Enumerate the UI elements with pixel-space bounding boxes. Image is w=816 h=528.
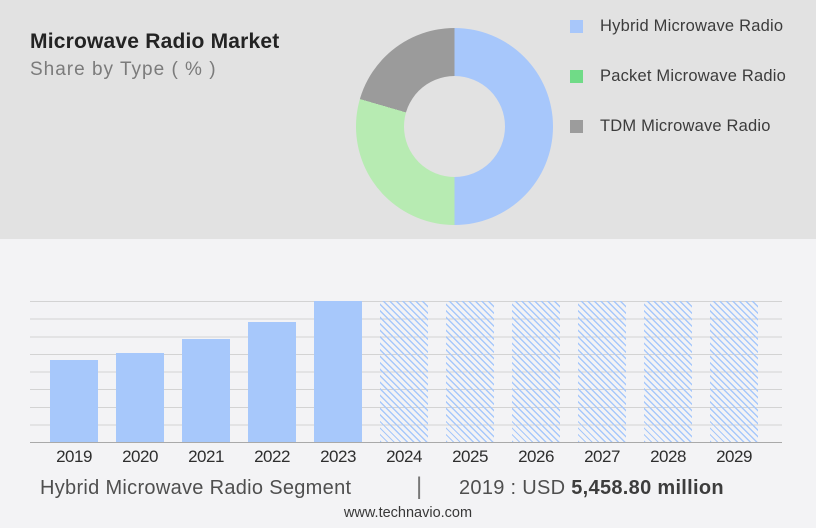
x-axis-label-2027: 2027 bbox=[584, 447, 620, 466]
bar-2023 bbox=[314, 301, 362, 442]
x-axis-label-2026: 2026 bbox=[518, 447, 554, 466]
page-title: Microwave Radio Market bbox=[30, 30, 280, 53]
bar-2026 bbox=[512, 301, 560, 442]
x-axis-labels: 2019 2020 2021 2022 2023 2024 2025 2026 2027 2028… bbox=[30, 447, 782, 467]
x-axis-label-2021: 2021 bbox=[188, 447, 224, 466]
segment-value-prefix: 2019 : USD bbox=[459, 477, 572, 499]
legend-swatch-tdm-icon bbox=[570, 119, 583, 133]
x-axis-label-2020: 2020 bbox=[122, 447, 158, 466]
bar-2020 bbox=[116, 353, 164, 442]
bar-2028 bbox=[644, 301, 692, 442]
bar-2019 bbox=[50, 360, 98, 442]
legend-label: Hybrid Microwave Radio bbox=[600, 16, 784, 35]
legend-item-tdm: TDM Microwave Radio bbox=[570, 117, 771, 135]
legend-swatch-hybrid-icon bbox=[570, 19, 583, 33]
legend-label: TDM Microwave Radio bbox=[600, 116, 771, 135]
caption-separator: | bbox=[416, 473, 423, 500]
x-axis-label-2029: 2029 bbox=[716, 447, 752, 466]
bar-series bbox=[30, 301, 782, 442]
legend-item-packet: Packet Microwave Radio bbox=[570, 67, 786, 85]
x-axis-label-2028: 2028 bbox=[650, 447, 686, 466]
x-axis-label-2025: 2025 bbox=[452, 447, 488, 466]
donut-hole bbox=[404, 76, 505, 177]
donut-chart bbox=[356, 28, 553, 225]
bar-2029 bbox=[710, 301, 758, 442]
x-axis-label-2023: 2023 bbox=[320, 447, 356, 466]
bar-2024 bbox=[380, 301, 428, 442]
segment-value: 2019 : USD 5,458.80 million bbox=[459, 477, 724, 500]
x-axis-label-2019: 2019 bbox=[56, 447, 92, 466]
bar-2027 bbox=[578, 301, 626, 442]
header-section: Microwave Radio Market Share by Type ( %… bbox=[0, 0, 816, 239]
legend-item-hybrid: Hybrid Microwave Radio bbox=[570, 17, 783, 35]
segment-value-amount: 5,458.80 million bbox=[571, 477, 724, 499]
bar-2021 bbox=[182, 339, 230, 442]
bar-chart-section: 2019 2020 2021 2022 2023 2024 2025 2026 2027 2028… bbox=[0, 239, 816, 528]
legend-label: Packet Microwave Radio bbox=[600, 66, 786, 85]
page-subtitle: Share by Type ( % ) bbox=[30, 59, 217, 80]
legend-swatch-packet-icon bbox=[570, 69, 583, 83]
bar-2025 bbox=[446, 301, 494, 442]
bar-2022 bbox=[248, 322, 296, 442]
segment-caption: Hybrid Microwave Radio Segment bbox=[40, 477, 352, 499]
website-text: www.technavio.com bbox=[343, 505, 473, 521]
x-axis-label-2024: 2024 bbox=[386, 447, 422, 466]
x-axis-label-2022: 2022 bbox=[254, 447, 290, 466]
